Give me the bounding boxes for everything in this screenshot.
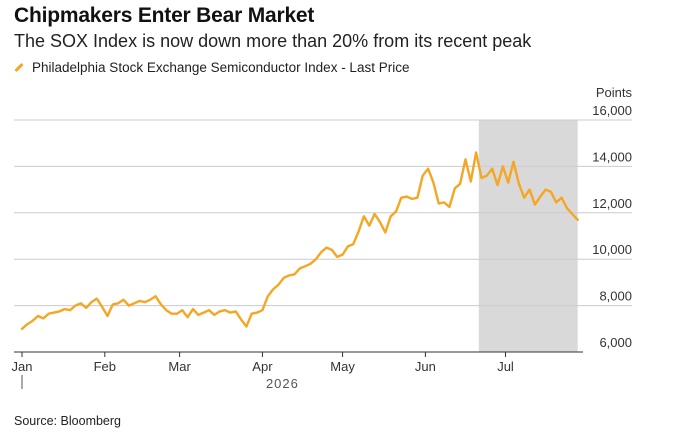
x-tick-label: Apr <box>252 359 273 374</box>
legend-label: Philadelphia Stock Exchange Semiconducto… <box>32 60 410 75</box>
x-tick-label: Mar <box>168 359 191 374</box>
shaded-region <box>478 120 578 352</box>
x-tick-label: May <box>330 359 355 374</box>
y-tick-label: 10,000 <box>592 242 632 257</box>
x-year-label: 2026 <box>266 376 299 391</box>
y-tick-label: 8,000 <box>599 289 632 304</box>
chart-legend: Philadelphia Stock Exchange Semiconducto… <box>14 60 409 75</box>
y-tick-label: 16,000 <box>592 103 632 118</box>
x-tick-label: Feb <box>94 359 116 374</box>
series-line <box>20 151 579 330</box>
y-tick-label: 6,000 <box>599 335 632 350</box>
chart-title: Chipmakers Enter Bear Market <box>14 4 315 27</box>
y-tick-label: 12,000 <box>592 196 632 211</box>
source-note: Source: Bloomberg <box>14 414 122 428</box>
chart-subtitle: The SOX Index is now down more than 20% … <box>14 31 532 51</box>
y-axis-unit: Points <box>596 85 633 100</box>
x-tick-label: Jan <box>12 359 33 374</box>
x-tick-label: Jun <box>415 359 436 374</box>
y-tick-label: 14,000 <box>592 149 632 164</box>
x-tick-label: Jul <box>497 359 514 374</box>
